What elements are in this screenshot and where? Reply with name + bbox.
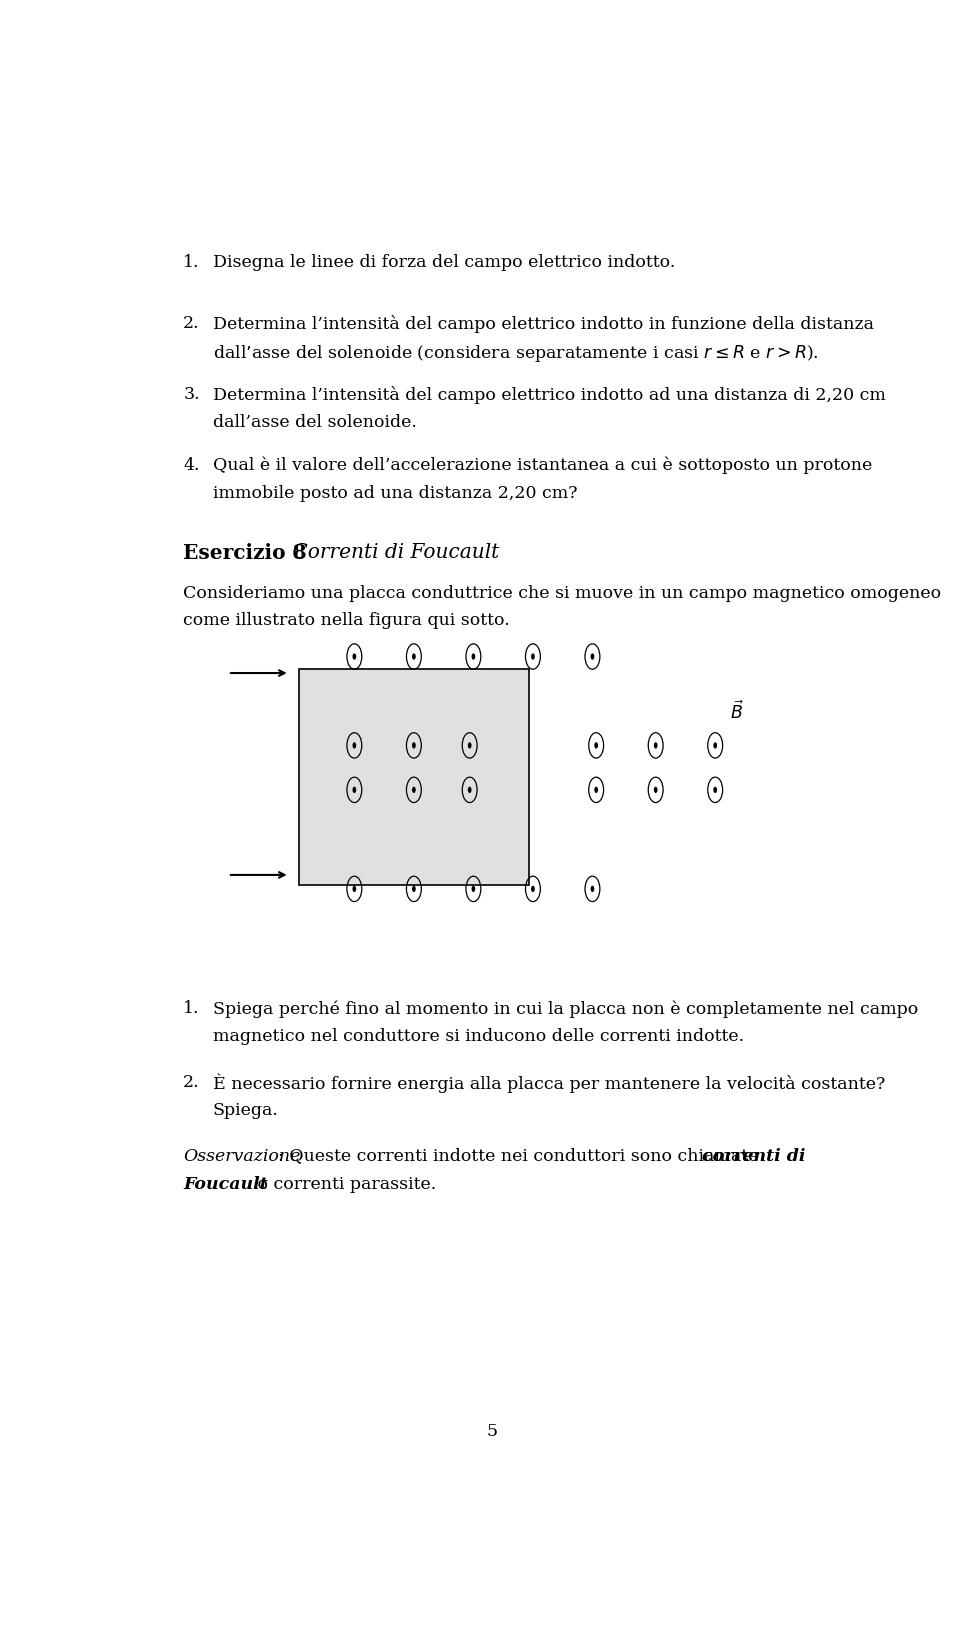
Text: 2.: 2. (183, 315, 200, 331)
Text: 4.: 4. (183, 456, 200, 473)
Circle shape (590, 887, 594, 893)
Circle shape (352, 654, 356, 661)
Circle shape (654, 788, 658, 794)
Text: È necessario fornire energia alla placca per mantenere la velocità costante?: È necessario fornire energia alla placca… (213, 1073, 885, 1093)
Text: immobile posto ad una distanza 2,20 cm?: immobile posto ad una distanza 2,20 cm? (213, 485, 578, 501)
Text: Esercizio 8: Esercizio 8 (183, 542, 307, 564)
Text: correnti di: correnti di (702, 1147, 805, 1163)
Text: $\vec{B}$: $\vec{B}$ (730, 700, 744, 723)
Text: magnetico nel conduttore si inducono delle correnti indotte.: magnetico nel conduttore si inducono del… (213, 1028, 744, 1045)
Circle shape (654, 743, 658, 750)
Text: Qual è il valore dell’accelerazione istantanea a cui è sottoposto un protone: Qual è il valore dell’accelerazione ista… (213, 456, 873, 475)
Text: Determina l’intensità del campo elettrico indotto ad una distanza di 2,20 cm: Determina l’intensità del campo elettric… (213, 386, 886, 404)
Circle shape (352, 743, 356, 750)
Circle shape (352, 788, 356, 794)
Text: 5: 5 (487, 1422, 497, 1439)
Text: Correnti di Foucault: Correnti di Foucault (286, 542, 499, 562)
Text: Determina l’intensità del campo elettrico indotto in funzione della distanza: Determina l’intensità del campo elettric… (213, 315, 874, 333)
Circle shape (531, 887, 535, 893)
Text: Disegna le linee di forza del campo elettrico indotto.: Disegna le linee di forza del campo elet… (213, 254, 676, 270)
Circle shape (590, 654, 594, 661)
Circle shape (594, 788, 598, 794)
Circle shape (412, 743, 416, 750)
Text: Spiega.: Spiega. (213, 1101, 278, 1119)
Circle shape (412, 654, 416, 661)
Circle shape (412, 887, 416, 893)
Text: dall’asse del solenoide (considera separatamente i casi $r \leq R$ e $r > R$).: dall’asse del solenoide (considera separ… (213, 343, 819, 364)
Text: come illustrato nella figura qui sotto.: come illustrato nella figura qui sotto. (183, 611, 510, 628)
Circle shape (531, 654, 535, 661)
Bar (299, 669, 529, 885)
Circle shape (412, 788, 416, 794)
Text: 1.: 1. (183, 254, 200, 270)
Circle shape (468, 743, 471, 750)
Circle shape (713, 743, 717, 750)
Text: Consideriamo una placca conduttrice che si muove in un campo magnetico omogeneo: Consideriamo una placca conduttrice che … (183, 585, 942, 602)
Text: o correnti parassite.: o correnti parassite. (252, 1175, 436, 1192)
Text: : Queste correnti indotte nei conduttori sono chiamate: : Queste correnti indotte nei conduttori… (278, 1147, 764, 1163)
Text: dall’asse del solenoide.: dall’asse del solenoide. (213, 414, 417, 430)
Circle shape (352, 887, 356, 893)
Circle shape (594, 743, 598, 750)
Circle shape (713, 788, 717, 794)
Text: 2.: 2. (183, 1073, 200, 1091)
Circle shape (468, 788, 471, 794)
Text: 1.: 1. (183, 1000, 200, 1017)
Circle shape (471, 887, 475, 893)
Text: Spiega perché fino al momento in cui la placca non è completamente nel campo: Spiega perché fino al momento in cui la … (213, 1000, 919, 1017)
Circle shape (471, 654, 475, 661)
Text: Osservazione: Osservazione (183, 1147, 300, 1163)
Text: 3.: 3. (183, 386, 200, 402)
Text: Foucault: Foucault (183, 1175, 268, 1192)
